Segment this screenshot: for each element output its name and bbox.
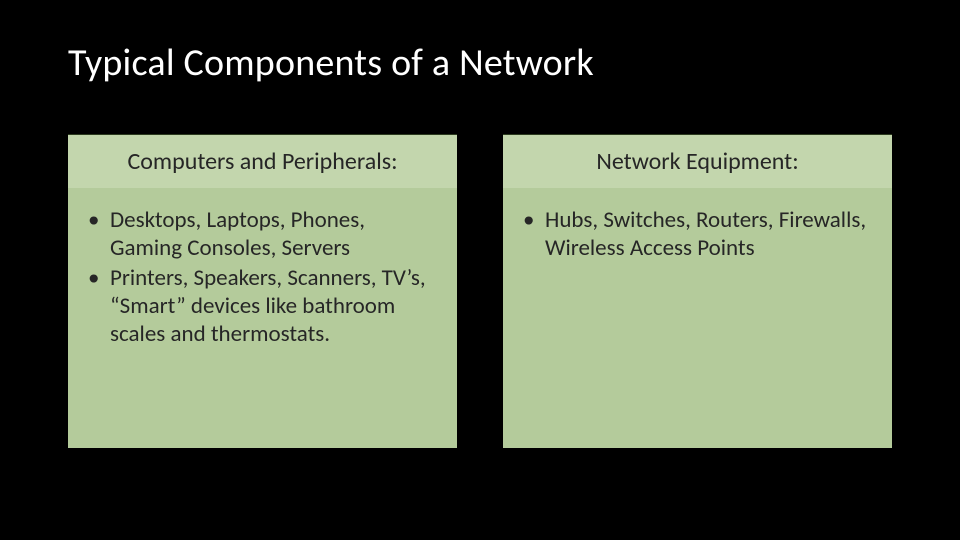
card-computers: Computers and Peripherals: Desktops, Lap… (68, 134, 457, 448)
columns-container: Computers and Peripherals: Desktops, Lap… (68, 134, 892, 448)
card-body: Hubs, Switches, Routers, Firewalls, Wire… (503, 188, 892, 448)
list-item: Desktops, Laptops, Phones, Gaming Consol… (88, 206, 437, 262)
list-item: Hubs, Switches, Routers, Firewalls, Wire… (523, 206, 872, 262)
card-network-equipment: Network Equipment: Hubs, Switches, Route… (503, 134, 892, 448)
bullet-list: Desktops, Laptops, Phones, Gaming Consol… (88, 206, 437, 348)
slide-title: Typical Components of a Network (68, 40, 892, 86)
card-body: Desktops, Laptops, Phones, Gaming Consol… (68, 188, 457, 448)
card-header: Computers and Peripherals: (68, 134, 457, 188)
list-item: Printers, Speakers, Scanners, TV’s, “Sma… (88, 264, 437, 348)
slide: Typical Components of a Network Computer… (0, 0, 960, 540)
card-header: Network Equipment: (503, 134, 892, 188)
bullet-list: Hubs, Switches, Routers, Firewalls, Wire… (523, 206, 872, 262)
